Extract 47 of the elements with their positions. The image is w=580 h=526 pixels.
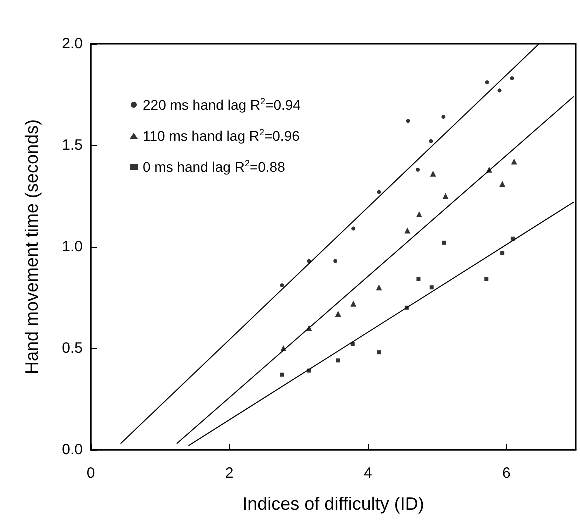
point: [429, 139, 434, 144]
x-tick-label: 0: [86, 465, 96, 482]
point: [485, 80, 490, 85]
point: [486, 166, 492, 173]
point: [430, 286, 434, 290]
point: [430, 170, 436, 177]
point: [377, 350, 382, 355]
x-tick-label: 4: [364, 465, 372, 482]
point: [500, 181, 506, 188]
point: [376, 284, 382, 291]
point: [280, 284, 284, 288]
point: [511, 158, 518, 165]
point: [350, 342, 355, 346]
point: [510, 236, 515, 241]
y-tick-label: 1.5: [62, 137, 83, 154]
y-tick-label: 1.0: [62, 238, 83, 256]
y-tick-label: 0.5: [62, 340, 83, 357]
point: [510, 76, 514, 81]
point: [352, 226, 356, 231]
point: [404, 228, 411, 234]
point: [307, 368, 312, 373]
point: [442, 240, 446, 245]
x-axis-title: Indices of difficulty (ID): [242, 494, 424, 514]
y-tick-label: 2.0: [62, 36, 83, 52]
point: [404, 306, 409, 310]
x-tick-label: 2: [225, 465, 234, 482]
point: [336, 358, 340, 363]
point: [334, 259, 338, 264]
point: [350, 300, 357, 307]
point: [442, 193, 449, 200]
point: [416, 212, 422, 218]
point: [500, 251, 505, 256]
y-axis-title: Hand movement time (seconds): [22, 119, 42, 375]
point: [406, 119, 410, 124]
point: [280, 372, 284, 377]
point: [416, 168, 420, 172]
point: [442, 115, 446, 120]
point: [416, 277, 421, 282]
point: [484, 277, 489, 282]
y-tick-label: 0.0: [62, 442, 83, 458]
point: [306, 325, 312, 332]
x-tick-label: 6: [502, 465, 511, 482]
point: [335, 310, 342, 317]
point: [498, 88, 502, 93]
point: [307, 259, 312, 264]
point: [280, 346, 287, 352]
point: [377, 190, 382, 194]
